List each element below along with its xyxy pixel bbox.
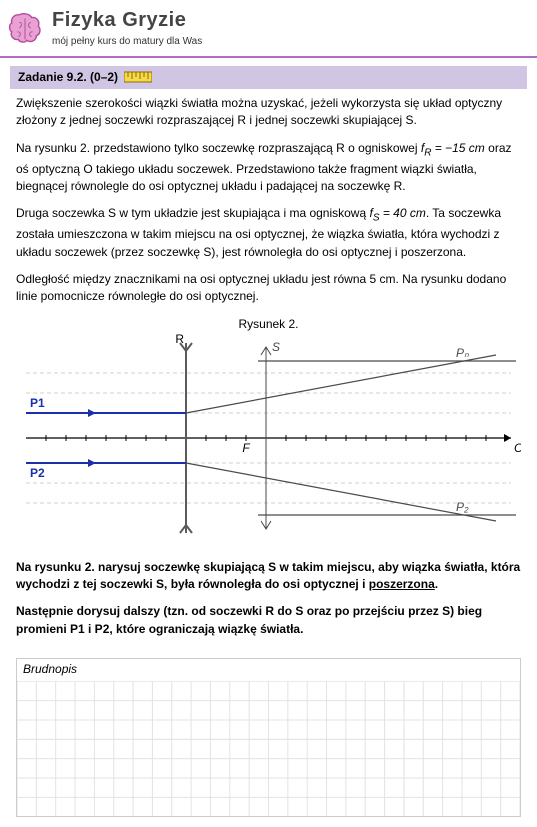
svg-text:S: S — [272, 340, 280, 354]
paragraph-4: Odległość między znacznikami na osi opty… — [16, 271, 521, 306]
p3a: Druga soczewka S w tym układzie jest sku… — [16, 206, 369, 220]
instrA-underline: poszerzona — [369, 577, 435, 591]
instruction-b: Następnie dorysuj dalszy (tzn. od soczew… — [16, 603, 521, 638]
course-title: Fizyka Gryzie — [52, 6, 202, 35]
svg-text:Pₙ: Pₙ — [456, 346, 469, 360]
svg-text:O: O — [514, 441, 521, 455]
fR-value: fR = −15 cm — [421, 141, 485, 155]
p2a: Na rysunku 2. przedstawiono tylko soczew… — [16, 141, 421, 155]
instrA-text: Na rysunku 2. narysuj soczewkę skupiając… — [16, 560, 520, 591]
paragraph-2: Na rysunku 2. przedstawiono tylko soczew… — [16, 140, 521, 196]
svg-text:P₂: P₂ — [456, 500, 469, 514]
scratch-label: Brudnopis — [17, 659, 520, 680]
svg-text:P1: P1 — [30, 396, 45, 410]
ruler-icon — [124, 71, 152, 83]
paragraph-1: Zwiększenie szerokości wiązki światła mo… — [16, 95, 521, 130]
figure-title: Rysunek 2. — [16, 316, 521, 333]
instruction-a: Na rysunku 2. narysuj soczewkę skupiając… — [16, 559, 521, 594]
paragraph-3: Druga soczewka S w tym układzie jest sku… — [16, 205, 521, 261]
svg-text:R: R — [175, 333, 184, 346]
scratch-area: Brudnopis — [16, 658, 521, 817]
fS-value: fS = 40 cm — [369, 206, 425, 220]
task-label: Zadanie 9.2. (0–2) — [18, 69, 118, 86]
content: Zwiększenie szerokości wiązki światła mo… — [0, 95, 537, 658]
task-banner: Zadanie 9.2. (0–2) — [10, 66, 527, 89]
instrA-end: . — [435, 577, 438, 591]
svg-text:P2: P2 — [30, 466, 45, 480]
brain-icon — [6, 9, 44, 47]
page-header: Fizyka Gryzie mój pełny kurs do matury d… — [0, 0, 537, 58]
title-block: Fizyka Gryzie mój pełny kurs do matury d… — [52, 6, 202, 50]
course-subtitle: mój pełny kurs do matury dla Was — [52, 35, 202, 50]
optics-figure: R S F O P1 P2 Pₙ P₂ — [16, 333, 521, 548]
svg-text:F: F — [242, 441, 250, 455]
